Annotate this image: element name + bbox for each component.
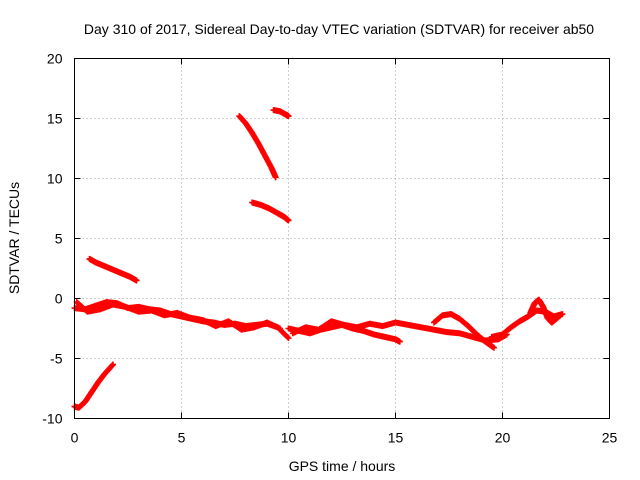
x-tick-label: 25	[602, 430, 618, 446]
y-tick-label: -5	[50, 351, 63, 367]
x-tick-label: 0	[71, 430, 79, 446]
x-tick-label: 20	[495, 430, 511, 446]
y-tick-label: 5	[55, 231, 63, 247]
x-axis-label: GPS time / hours	[289, 458, 396, 474]
y-tick-label: 15	[47, 111, 63, 127]
data-point	[272, 174, 279, 181]
data-point	[285, 217, 292, 224]
x-tick-label: 15	[388, 430, 404, 446]
y-tick-label: 20	[47, 51, 63, 67]
data-point	[109, 362, 116, 369]
y-tick-label: 0	[55, 291, 63, 307]
data-point	[396, 338, 403, 345]
grid	[74, 58, 610, 419]
y-tick-label: -10	[42, 411, 62, 427]
data-points	[71, 107, 566, 411]
data-point	[284, 334, 291, 341]
data-point	[285, 113, 292, 120]
y-axis-label: SDTVAR / TECUs	[6, 182, 22, 294]
data-point	[557, 312, 564, 319]
plot-frame	[74, 58, 610, 419]
data-point	[285, 335, 292, 342]
y-tick-label: 10	[47, 171, 63, 187]
x-tick-label: 5	[178, 430, 186, 446]
data-point	[276, 325, 283, 332]
data-point	[133, 277, 140, 284]
data-point	[110, 361, 117, 368]
axis-ticks: 0 5 10 15 20 25 -10 -5 0 5 10 15 20	[42, 51, 617, 446]
x-tick-label: 10	[281, 430, 297, 446]
data-point	[490, 344, 497, 351]
chart-title: Day 310 of 2017, Sidereal Day-to-day VTE…	[84, 21, 594, 37]
